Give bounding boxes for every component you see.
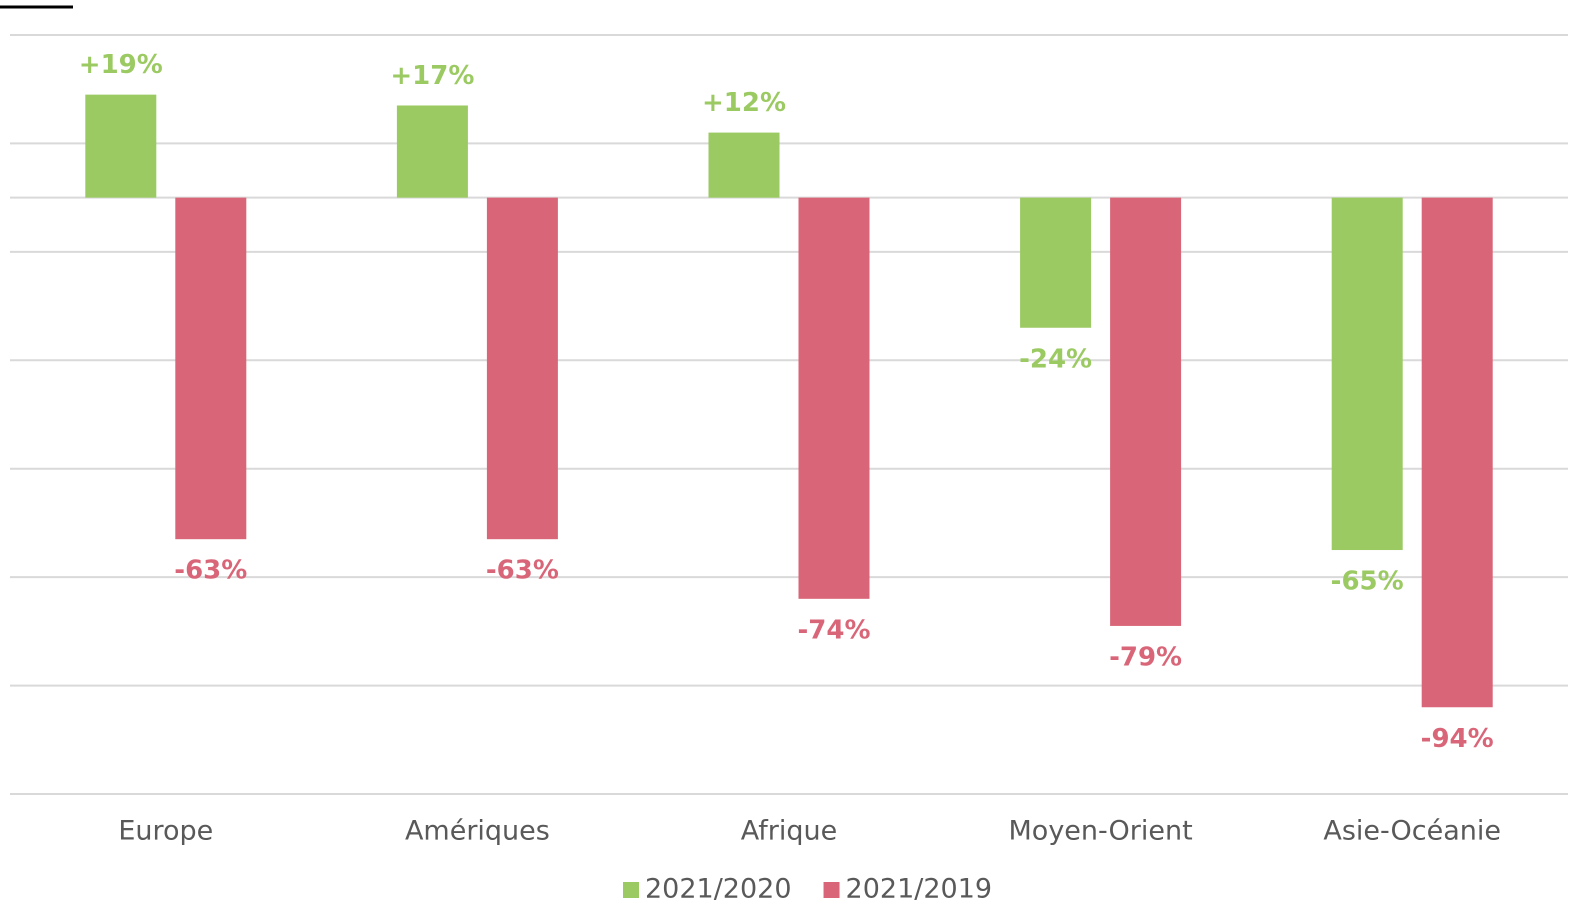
bar (1020, 197, 1092, 328)
bar (1110, 197, 1182, 626)
bar (708, 132, 780, 198)
legend-label: 2021/2020 (645, 874, 792, 905)
data-label: -65% (1331, 567, 1404, 597)
data-label: -79% (1109, 642, 1182, 672)
data-label: -63% (486, 556, 559, 586)
data-label: -74% (797, 615, 870, 645)
legend-label: 2021/2019 (846, 874, 993, 905)
data-label: -24% (1019, 344, 1092, 374)
data-label: -63% (174, 556, 247, 586)
bar (396, 105, 468, 198)
legend-swatch (823, 882, 840, 898)
x-tick-label: Europe (118, 816, 213, 847)
data-label: +19% (79, 50, 163, 80)
x-tick-label: Amériques (405, 816, 550, 847)
legend-swatch (623, 882, 639, 898)
data-label: +12% (702, 88, 786, 118)
x-tick-label: Moyen-Orient (1009, 816, 1193, 847)
bar (798, 197, 870, 599)
x-tick-label: Afrique (741, 816, 837, 847)
bar (486, 197, 558, 540)
data-label: +17% (390, 61, 474, 91)
bar (85, 94, 157, 198)
bar (1331, 197, 1403, 551)
bar (175, 197, 247, 540)
data-label: -94% (1421, 724, 1494, 754)
bar (1421, 197, 1493, 708)
x-tick-label: Asie-Océanie (1323, 816, 1501, 847)
